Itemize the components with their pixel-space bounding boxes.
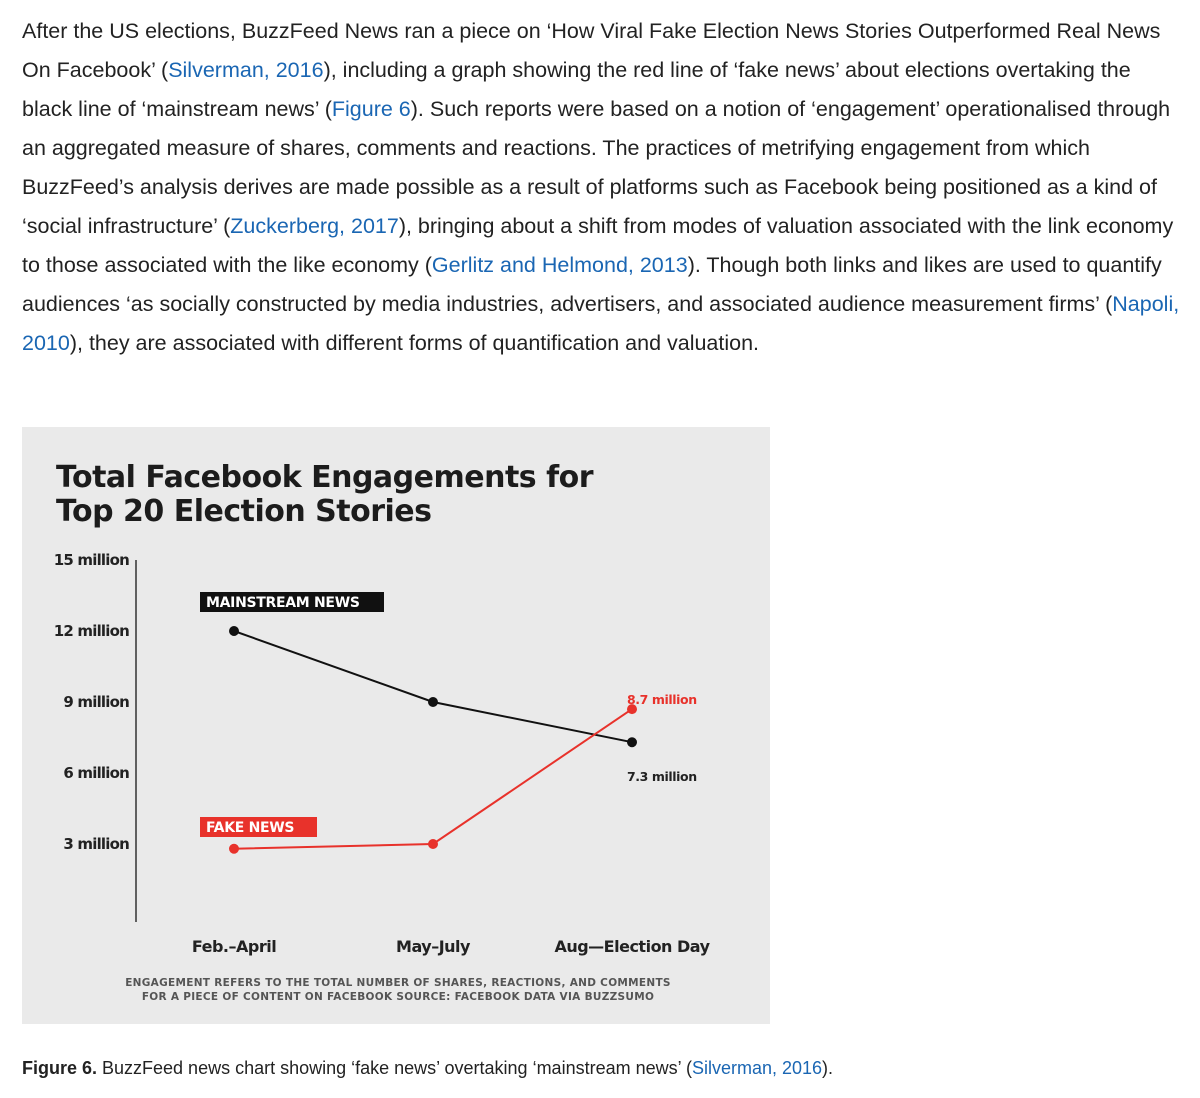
line-chart: 15 million 12 million 9 million 6 million 3 …: [54, 551, 711, 1003]
x-tick-label: Aug—Election Day: [554, 937, 710, 956]
data-point: [627, 704, 637, 715]
caption-end: ).: [822, 1058, 834, 1078]
y-tick-label: 3 million: [63, 835, 129, 853]
citation-link-gerlitz-helmond[interactable]: Gerlitz and Helmond, 2013: [431, 253, 688, 277]
chart-title-line-2: Top 20 Election Stories: [56, 494, 432, 529]
caption-text: BuzzFeed news chart showing ‘fake news’ …: [97, 1058, 692, 1078]
legend-mainstream-news-label: MAINSTREAM NEWS: [206, 595, 360, 611]
legend-mainstream-news-box: [200, 592, 384, 612]
series-line-mainstream-news: [233, 630, 633, 744]
data-point: [627, 737, 637, 748]
data-label-mainstream-news-end: 7.3 million: [627, 769, 697, 784]
citation-link-silverman[interactable]: Silverman, 2016: [168, 58, 324, 82]
chart-footnote-line-2: FOR A PIECE OF CONTENT ON FACEBOOK SOURC…: [142, 991, 654, 1003]
y-tick-label: 15 million: [54, 551, 129, 569]
caption-label: Figure 6.: [22, 1058, 98, 1078]
body-paragraph: After the US elections, BuzzFeed News ra…: [22, 12, 1182, 363]
data-label-fake-news-end: 8.7 million: [627, 692, 697, 707]
data-point: [428, 839, 438, 849]
legend-fake-news-label: FAKE NEWS: [206, 820, 294, 836]
paragraph-text: ), including a graph showing the red lin…: [22, 58, 1131, 121]
citation-link-napoli[interactable]: Napoli, 2010: [22, 292, 1180, 355]
data-point: [229, 626, 239, 636]
y-tick-label: 12 million: [54, 622, 129, 640]
chart-title-line-1: Total Facebook Engagements for: [56, 460, 594, 495]
paragraph-text: ). Such reports were based on a notion o…: [22, 97, 1171, 238]
paragraph-text: ), bringing about a shift from modes of …: [22, 214, 1174, 277]
paragraph-text: ). Though both links and likes are used …: [22, 253, 1162, 316]
x-tick-label: May–July: [396, 937, 471, 956]
figure-link-figure-6[interactable]: Figure 6: [331, 97, 411, 121]
data-point: [229, 843, 239, 854]
x-tick-label: Feb.–April: [192, 937, 276, 956]
chart-title: Total Facebook Engagements for Top 20 El…: [56, 460, 594, 529]
caption-citation-link[interactable]: Silverman, 2016: [691, 1058, 823, 1078]
legend-fake-news-box: [200, 817, 317, 837]
paragraph-text: ), they are associated with different fo…: [69, 331, 760, 355]
paragraph-text: After the US elections, BuzzFeed News ra…: [22, 19, 1161, 82]
data-point: [428, 697, 438, 707]
citation-link-zuckerberg[interactable]: Zuckerberg, 2017: [230, 214, 399, 238]
y-tick-label: 6 million: [63, 764, 129, 782]
y-tick-label: 9 million: [63, 693, 129, 711]
figure-6-chart: Total Facebook Engagements for Top 20 El…: [22, 427, 770, 1024]
chart-footnote-line-1: ENGAGEMENT REFERS TO THE TOTAL NUMBER OF…: [125, 977, 671, 989]
figure-caption: Figure 6. BuzzFeed news chart showing ‘f…: [22, 1055, 833, 1081]
